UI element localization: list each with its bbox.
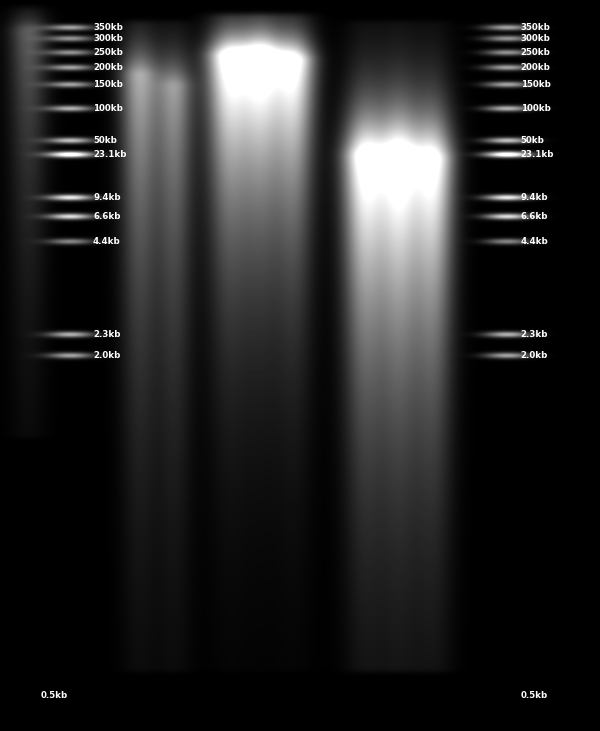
Text: 300kb: 300kb — [521, 34, 551, 43]
Text: 6.6kb: 6.6kb — [93, 212, 121, 221]
Text: 0.5kb: 0.5kb — [41, 692, 68, 700]
Text: 350kb: 350kb — [521, 23, 551, 32]
Text: 50kb: 50kb — [93, 136, 117, 145]
Text: 200kb: 200kb — [93, 63, 123, 72]
Text: 150kb: 150kb — [521, 80, 551, 88]
Text: 4.4kb: 4.4kb — [93, 237, 121, 246]
Text: 2.3kb: 2.3kb — [93, 330, 121, 339]
Text: 0.5kb: 0.5kb — [521, 692, 548, 700]
Text: 100kb: 100kb — [521, 104, 551, 113]
Text: 200kb: 200kb — [521, 63, 551, 72]
Text: 23.1kb: 23.1kb — [93, 151, 127, 159]
Text: 150kb: 150kb — [93, 80, 123, 88]
Text: 2.3kb: 2.3kb — [521, 330, 548, 339]
Text: 23.1kb: 23.1kb — [521, 151, 554, 159]
Text: 9.4kb: 9.4kb — [93, 193, 121, 202]
Text: 350kb: 350kb — [93, 23, 123, 32]
Text: 2.0kb: 2.0kb — [521, 352, 548, 360]
Text: 2.0kb: 2.0kb — [93, 352, 121, 360]
Text: 50kb: 50kb — [521, 136, 545, 145]
Text: 6.6kb: 6.6kb — [521, 212, 548, 221]
Text: 300kb: 300kb — [93, 34, 123, 43]
Text: 4.4kb: 4.4kb — [521, 237, 548, 246]
Text: 250kb: 250kb — [521, 48, 551, 57]
Text: 250kb: 250kb — [93, 48, 123, 57]
Text: 100kb: 100kb — [93, 104, 123, 113]
Text: 9.4kb: 9.4kb — [521, 193, 548, 202]
